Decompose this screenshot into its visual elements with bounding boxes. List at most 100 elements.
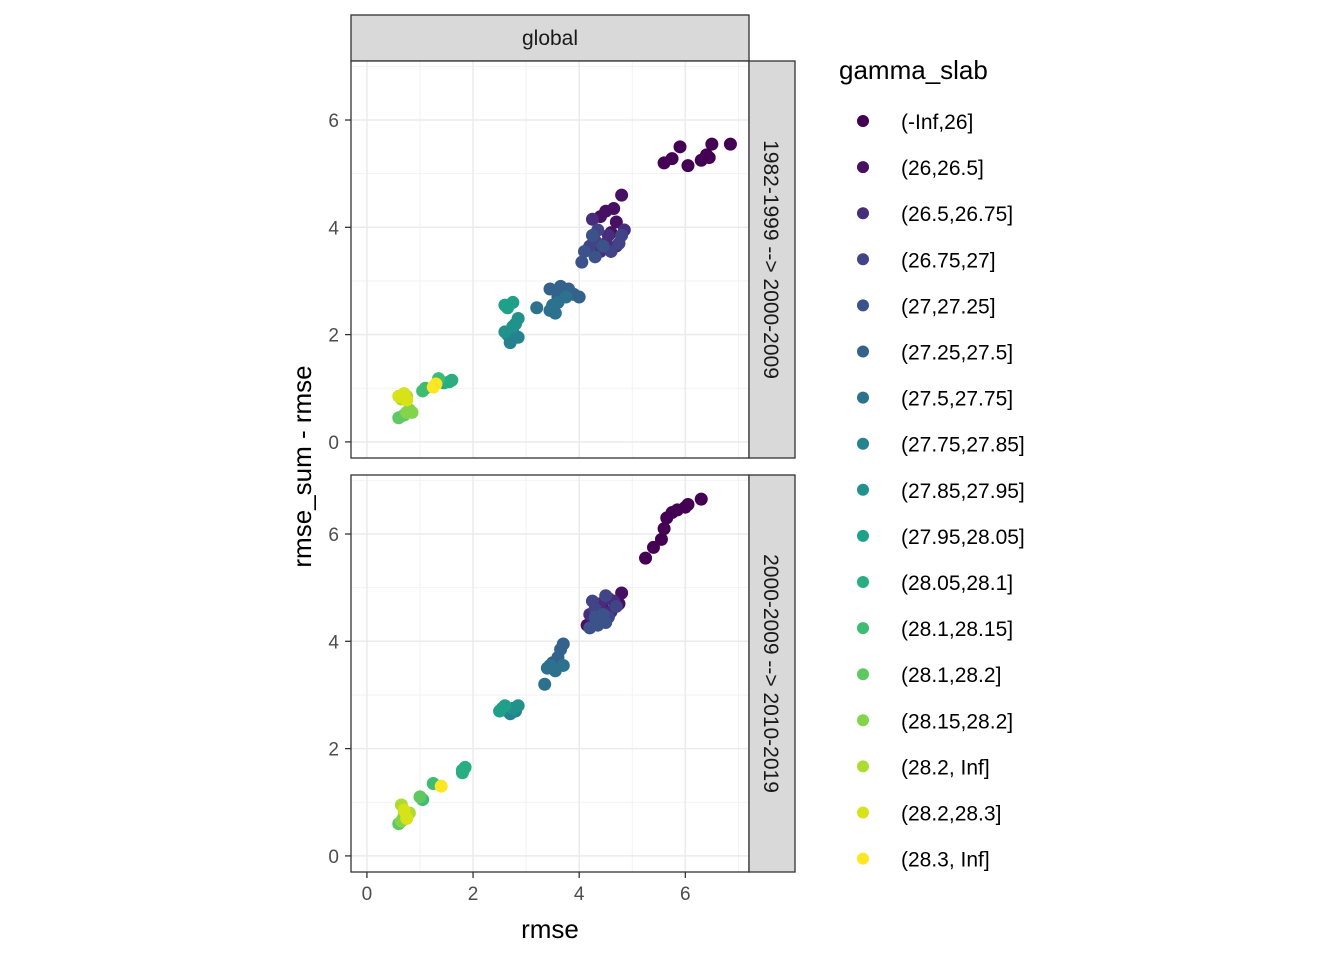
y-tick-label: 6 <box>328 111 339 132</box>
legend-key <box>857 483 869 496</box>
data-point <box>615 188 629 202</box>
data-point <box>702 151 716 165</box>
data-point <box>434 779 448 793</box>
panel-bottom: 2000-2009 --> 2010-2019 <box>350 474 796 873</box>
data-point <box>609 215 623 229</box>
row-strip-top <box>748 60 796 459</box>
y-tick-label: 6 <box>328 525 339 546</box>
data-point <box>681 498 695 512</box>
legend-key <box>857 207 869 220</box>
data-point <box>723 137 737 151</box>
panel-bottom-grid <box>351 475 749 872</box>
legend-label: (27.95,28.05] <box>901 526 1025 549</box>
data-point <box>400 393 414 407</box>
data-point <box>501 301 515 315</box>
data-point <box>540 661 554 675</box>
data-point <box>455 763 469 777</box>
data-point <box>585 228 599 242</box>
data-point <box>413 790 427 804</box>
data-point <box>498 699 512 713</box>
legend-label: (-Inf,26] <box>901 111 973 134</box>
data-point <box>416 384 430 398</box>
y-tick-label: 4 <box>328 218 339 239</box>
data-point <box>599 589 613 603</box>
legend-label: (27.5,27.75] <box>901 388 1013 411</box>
row-strip-bottom <box>748 474 796 873</box>
y-tick-label: 0 <box>328 847 339 868</box>
panel-top: 1982-1999 --> 2000-2009 <box>350 60 796 459</box>
data-point <box>639 551 653 565</box>
legend-label: (28.1,28.15] <box>901 618 1013 641</box>
data-point <box>559 290 573 304</box>
legend-label: (26.5,26.75] <box>901 203 1013 226</box>
data-point <box>673 140 687 154</box>
legend-key <box>857 437 869 450</box>
data-point <box>577 244 591 258</box>
data-point <box>572 290 586 304</box>
y-tick-label: 0 <box>328 433 339 454</box>
row-strip-top-label: 1982-1999 --> 2000-2009 <box>759 140 782 379</box>
y-axis-title: rmse_sum - rmse <box>287 365 317 567</box>
data-point <box>599 616 613 630</box>
legend-title: gamma_slab <box>839 55 988 85</box>
legend-key <box>857 529 869 542</box>
legend-label: (26,26.5] <box>901 157 984 180</box>
data-point <box>530 301 544 315</box>
data-point <box>543 303 557 317</box>
data-point <box>665 152 679 166</box>
data-point <box>585 212 599 226</box>
legend-label: (27.75,27.85] <box>901 434 1025 457</box>
legend-label: (27,27.25] <box>901 295 996 318</box>
data-point <box>609 599 623 613</box>
data-point <box>575 255 589 269</box>
row-strip-bottom-label: 2000-2009 --> 2010-2019 <box>759 554 782 793</box>
data-point <box>615 586 629 600</box>
data-point <box>646 540 660 554</box>
data-point <box>660 511 674 525</box>
legend-key <box>857 391 869 404</box>
data-point <box>538 677 552 691</box>
legend-key <box>857 161 869 174</box>
legend-label: (28.2, Inf] <box>901 756 990 779</box>
legend-label: (27.25,27.5] <box>901 342 1013 365</box>
legend-label: (27.85,27.95] <box>901 480 1025 503</box>
data-point <box>657 522 671 536</box>
x-tick-label: 6 <box>680 884 691 905</box>
x-axis-title: rmse <box>521 914 579 944</box>
data-point <box>429 377 443 391</box>
x-tick-label: 0 <box>362 884 373 905</box>
legend-key <box>857 345 869 358</box>
legend-key <box>857 760 869 773</box>
column-strip-label: global <box>522 27 578 50</box>
data-point <box>543 282 557 296</box>
legend-key <box>857 253 869 266</box>
data-point <box>694 492 708 506</box>
legend-key <box>857 714 869 727</box>
data-point <box>588 250 602 264</box>
data-point <box>601 228 615 242</box>
data-point <box>556 637 570 651</box>
data-point <box>681 159 695 173</box>
y-tick-label: 4 <box>328 632 339 653</box>
legend: gamma_slab (-Inf,26] (26,26.5] (26.5,26.75… <box>839 55 1025 872</box>
column-strip <box>350 14 750 62</box>
legend-label: (28.05,28.1] <box>901 572 1013 595</box>
legend-key <box>857 806 869 819</box>
data-point <box>705 137 719 151</box>
legend-key <box>857 299 869 312</box>
y-axis-ticks: 0 2 4 6 0 2 4 6 <box>328 111 351 868</box>
legend-key <box>857 576 869 588</box>
y-tick-label: 2 <box>328 740 339 761</box>
data-point <box>400 811 414 825</box>
legend-label: (28.3, Inf] <box>901 849 990 872</box>
legend-key <box>857 622 869 635</box>
data-point <box>554 279 568 293</box>
legend-label: (28.1,28.2] <box>901 664 1001 687</box>
data-point <box>596 239 610 253</box>
panel-bottom-points <box>392 492 708 831</box>
legend-label: (28.15,28.2] <box>901 710 1013 733</box>
x-tick-label: 4 <box>574 884 585 905</box>
data-point <box>612 236 626 250</box>
data-point <box>511 312 525 326</box>
